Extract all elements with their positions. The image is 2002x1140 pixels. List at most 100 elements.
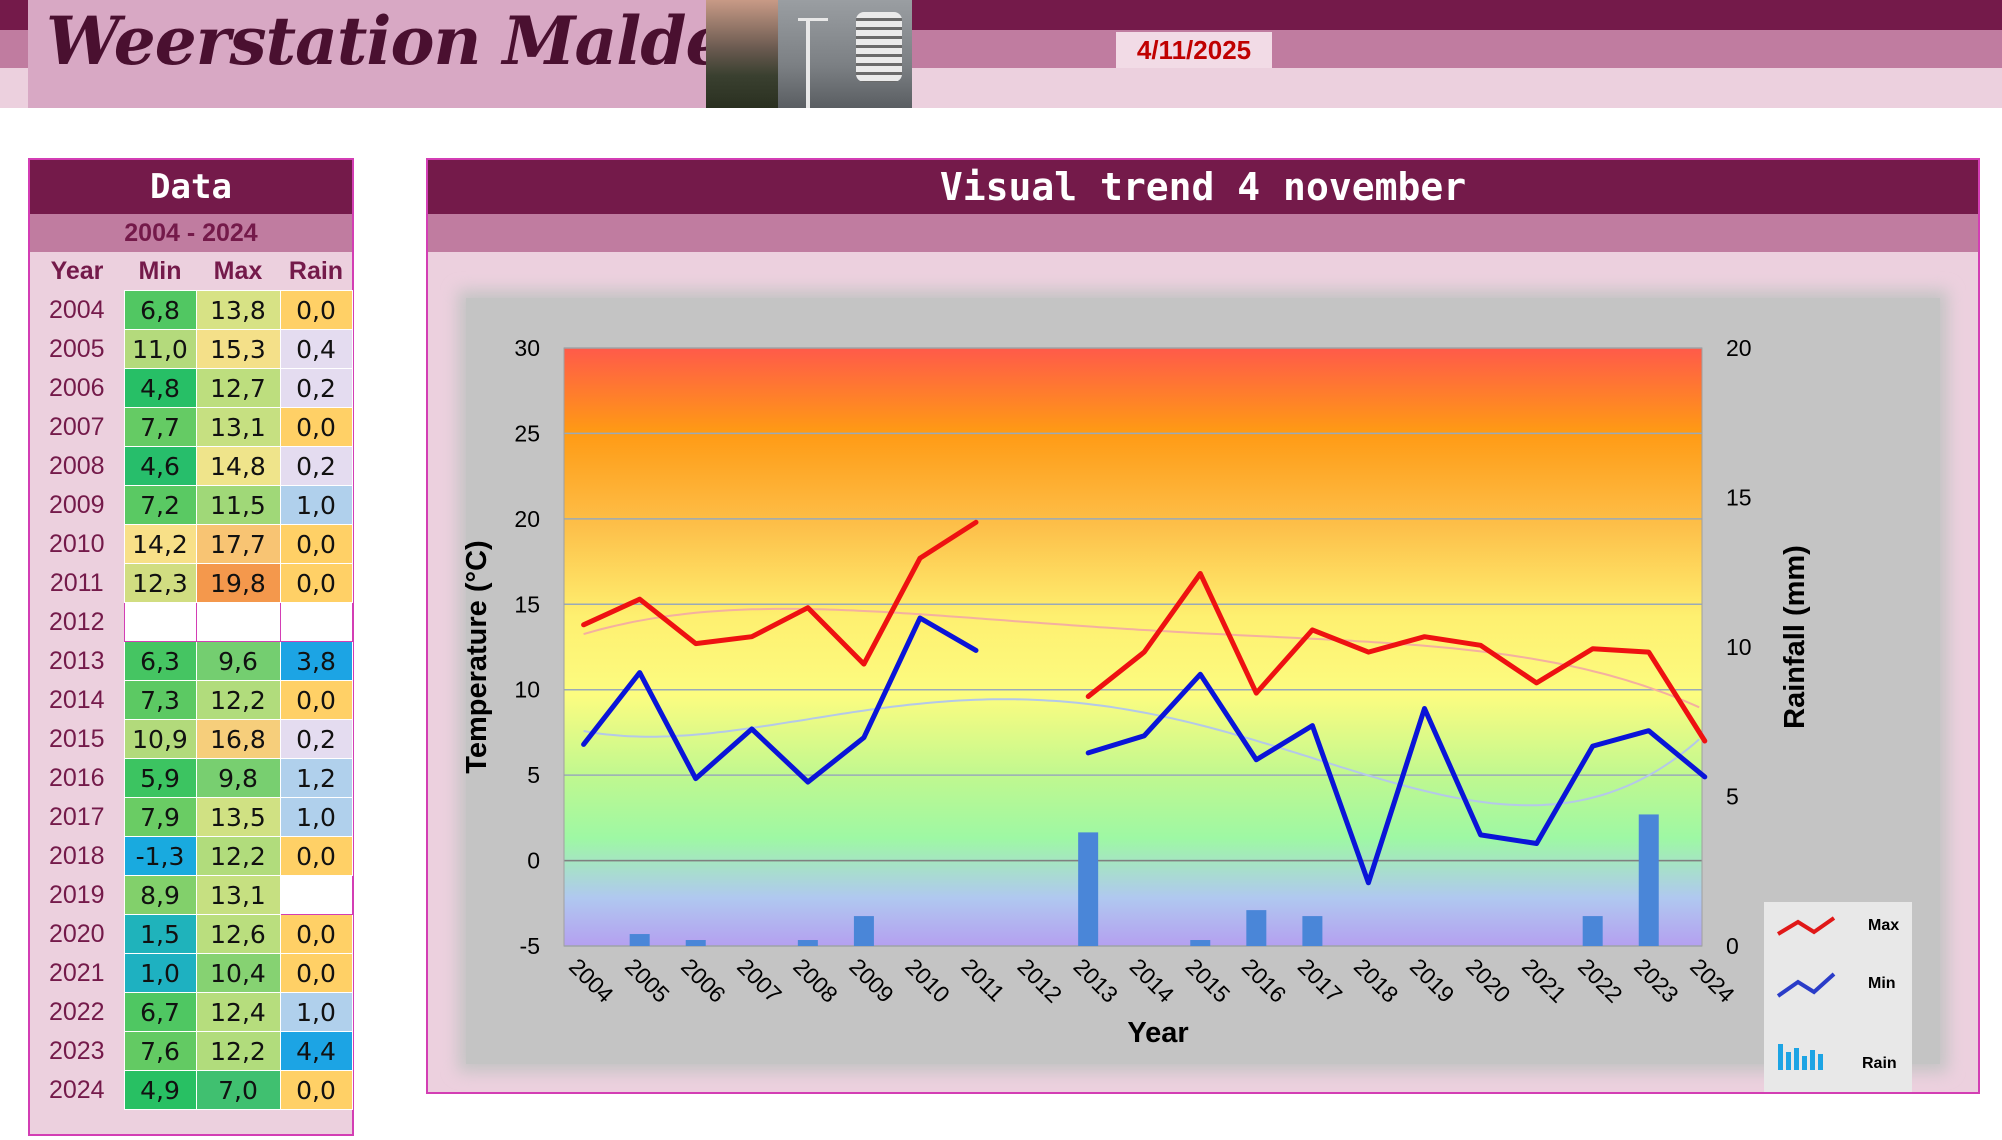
cell-rain: 0,2 (279, 368, 353, 408)
cell-year: 2017 (30, 797, 124, 837)
cell-year: 2008 (30, 446, 124, 486)
rain-bar (1638, 814, 1659, 946)
cell-min: 7,9 (123, 797, 197, 837)
cell-max: 14,8 (195, 446, 281, 486)
cell-rain: 1,0 (279, 485, 353, 525)
legend-rain-icon-bar (1794, 1048, 1799, 1070)
table-header-row: Year Min Max Rain (30, 252, 352, 291)
cell-rain: 0,0 (279, 407, 353, 447)
weather-station-photo (778, 0, 912, 108)
rain-bar (1246, 910, 1267, 946)
chart-subheader-bar (428, 214, 1978, 252)
cell-rain (279, 602, 353, 642)
cell-min: 7,3 (123, 680, 197, 720)
cell-year: 2016 (30, 758, 124, 798)
cell-min: 4,8 (123, 368, 197, 408)
cell-max: 12,7 (195, 368, 281, 408)
table-row: 2015 10,9 16,8 0,2 (30, 719, 353, 759)
table-row: 2017 7,9 13,5 1,0 (30, 797, 353, 837)
rain-bar (629, 934, 650, 946)
table-row: 2012 (30, 602, 353, 642)
cell-year: 2013 (30, 641, 124, 681)
cell-year: 2012 (30, 602, 124, 642)
cell-rain: 4,4 (279, 1031, 353, 1071)
cell-year: 2005 (30, 329, 124, 369)
cell-min: 7,2 (123, 485, 197, 525)
cell-max: 11,5 (195, 485, 281, 525)
cell-max: 16,8 (195, 719, 281, 759)
y-axis-label: Temperature (°C) (461, 540, 493, 773)
col-header-min: Min (124, 252, 196, 291)
cell-year: 2024 (30, 1070, 124, 1110)
y-tick-label: 5 (527, 762, 540, 788)
cell-min: 11,0 (123, 329, 197, 369)
legend-rain-icon-bar (1818, 1054, 1823, 1070)
y2-tick-label: 15 (1726, 485, 1752, 511)
plot-area (564, 348, 1702, 946)
cell-min: 10,9 (123, 719, 197, 759)
cell-min: 12,3 (123, 563, 197, 603)
y-tick-label: 15 (514, 591, 540, 617)
cell-rain: 1,2 (279, 758, 353, 798)
table-row: 2024 4,9 7,0 0,0 (30, 1070, 353, 1110)
cell-min (123, 602, 197, 642)
cell-max: 13,8 (195, 290, 281, 330)
cell-rain: 0,2 (279, 446, 353, 486)
cell-rain: 1,0 (279, 797, 353, 837)
cell-max: 12,2 (195, 836, 281, 876)
table-row: 2019 8,9 13,1 (30, 875, 353, 915)
rain-bar (1078, 832, 1099, 946)
legend-rain-icon-bar (1786, 1052, 1791, 1070)
rain-bar (853, 916, 874, 946)
cell-max: 9,8 (195, 758, 281, 798)
table-row: 2009 7,2 11,5 1,0 (30, 485, 353, 525)
table-row: 2005 11,0 15,3 0,4 (30, 329, 353, 369)
table-row: 2013 6,3 9,6 3,8 (30, 641, 353, 681)
table-row: 2020 1,5 12,6 0,0 (30, 914, 353, 954)
series-line-max (581, 519, 1708, 744)
table-row: 2006 4,8 12,7 0,2 (30, 368, 353, 408)
chart-panel: Visual trend 4 november -5 0 5 10 15 20 25 30 0 5… (426, 158, 1980, 1094)
cell-year: 2014 (30, 680, 124, 720)
cell-year: 2022 (30, 992, 124, 1032)
cell-max: 12,2 (195, 1031, 281, 1071)
rain-bar (797, 940, 818, 946)
landscape-photo (706, 0, 778, 108)
cell-rain: 3,8 (279, 641, 353, 681)
cell-rain: 0,0 (279, 524, 353, 564)
cell-rain: 0,0 (279, 563, 353, 603)
legend-max-icon (1776, 916, 1836, 936)
cell-year: 2006 (30, 368, 124, 408)
cell-min: 4,6 (123, 446, 197, 486)
col-header-max: Max (196, 252, 280, 291)
legend-rain-icon-bar (1778, 1044, 1783, 1070)
plot-border (563, 347, 1703, 947)
trendline-min (583, 698, 1700, 807)
cell-rain: 0,0 (279, 680, 353, 720)
cell-year: 2015 (30, 719, 124, 759)
cell-year: 2021 (30, 953, 124, 993)
cell-year: 2023 (30, 1031, 124, 1071)
y-tick-label: 0 (527, 848, 540, 874)
radiation-shield-icon (856, 12, 902, 82)
table-row: 2007 7,7 13,1 0,0 (30, 407, 353, 447)
table-row: 2011 12,3 19,8 0,0 (30, 563, 353, 603)
legend-rain-label: Rain (1862, 1055, 1897, 1072)
site-title-box: Weerstation Malderen (28, 0, 849, 108)
cell-year: 2018 (30, 836, 124, 876)
cell-rain (279, 875, 353, 915)
table-row: 2008 4,6 14,8 0,2 (30, 446, 353, 486)
table-row: 2014 7,3 12,2 0,0 (30, 680, 353, 720)
rain-bar (1582, 916, 1603, 946)
cell-max: 15,3 (195, 329, 281, 369)
cell-max: 10,4 (195, 953, 281, 993)
data-panel-title: Data (30, 160, 352, 214)
cell-rain: 0,0 (279, 953, 353, 993)
table-row: 2023 7,6 12,2 4,4 (30, 1031, 353, 1071)
wind-mast-icon (806, 18, 810, 108)
y-tick-label: 25 (514, 420, 540, 446)
data-panel: Data 2004 - 2024 Year Min Max Rain 2004 6… (28, 158, 354, 1136)
cell-max: 12,2 (195, 680, 281, 720)
cell-max: 13,1 (195, 407, 281, 447)
cell-min: 7,6 (123, 1031, 197, 1071)
